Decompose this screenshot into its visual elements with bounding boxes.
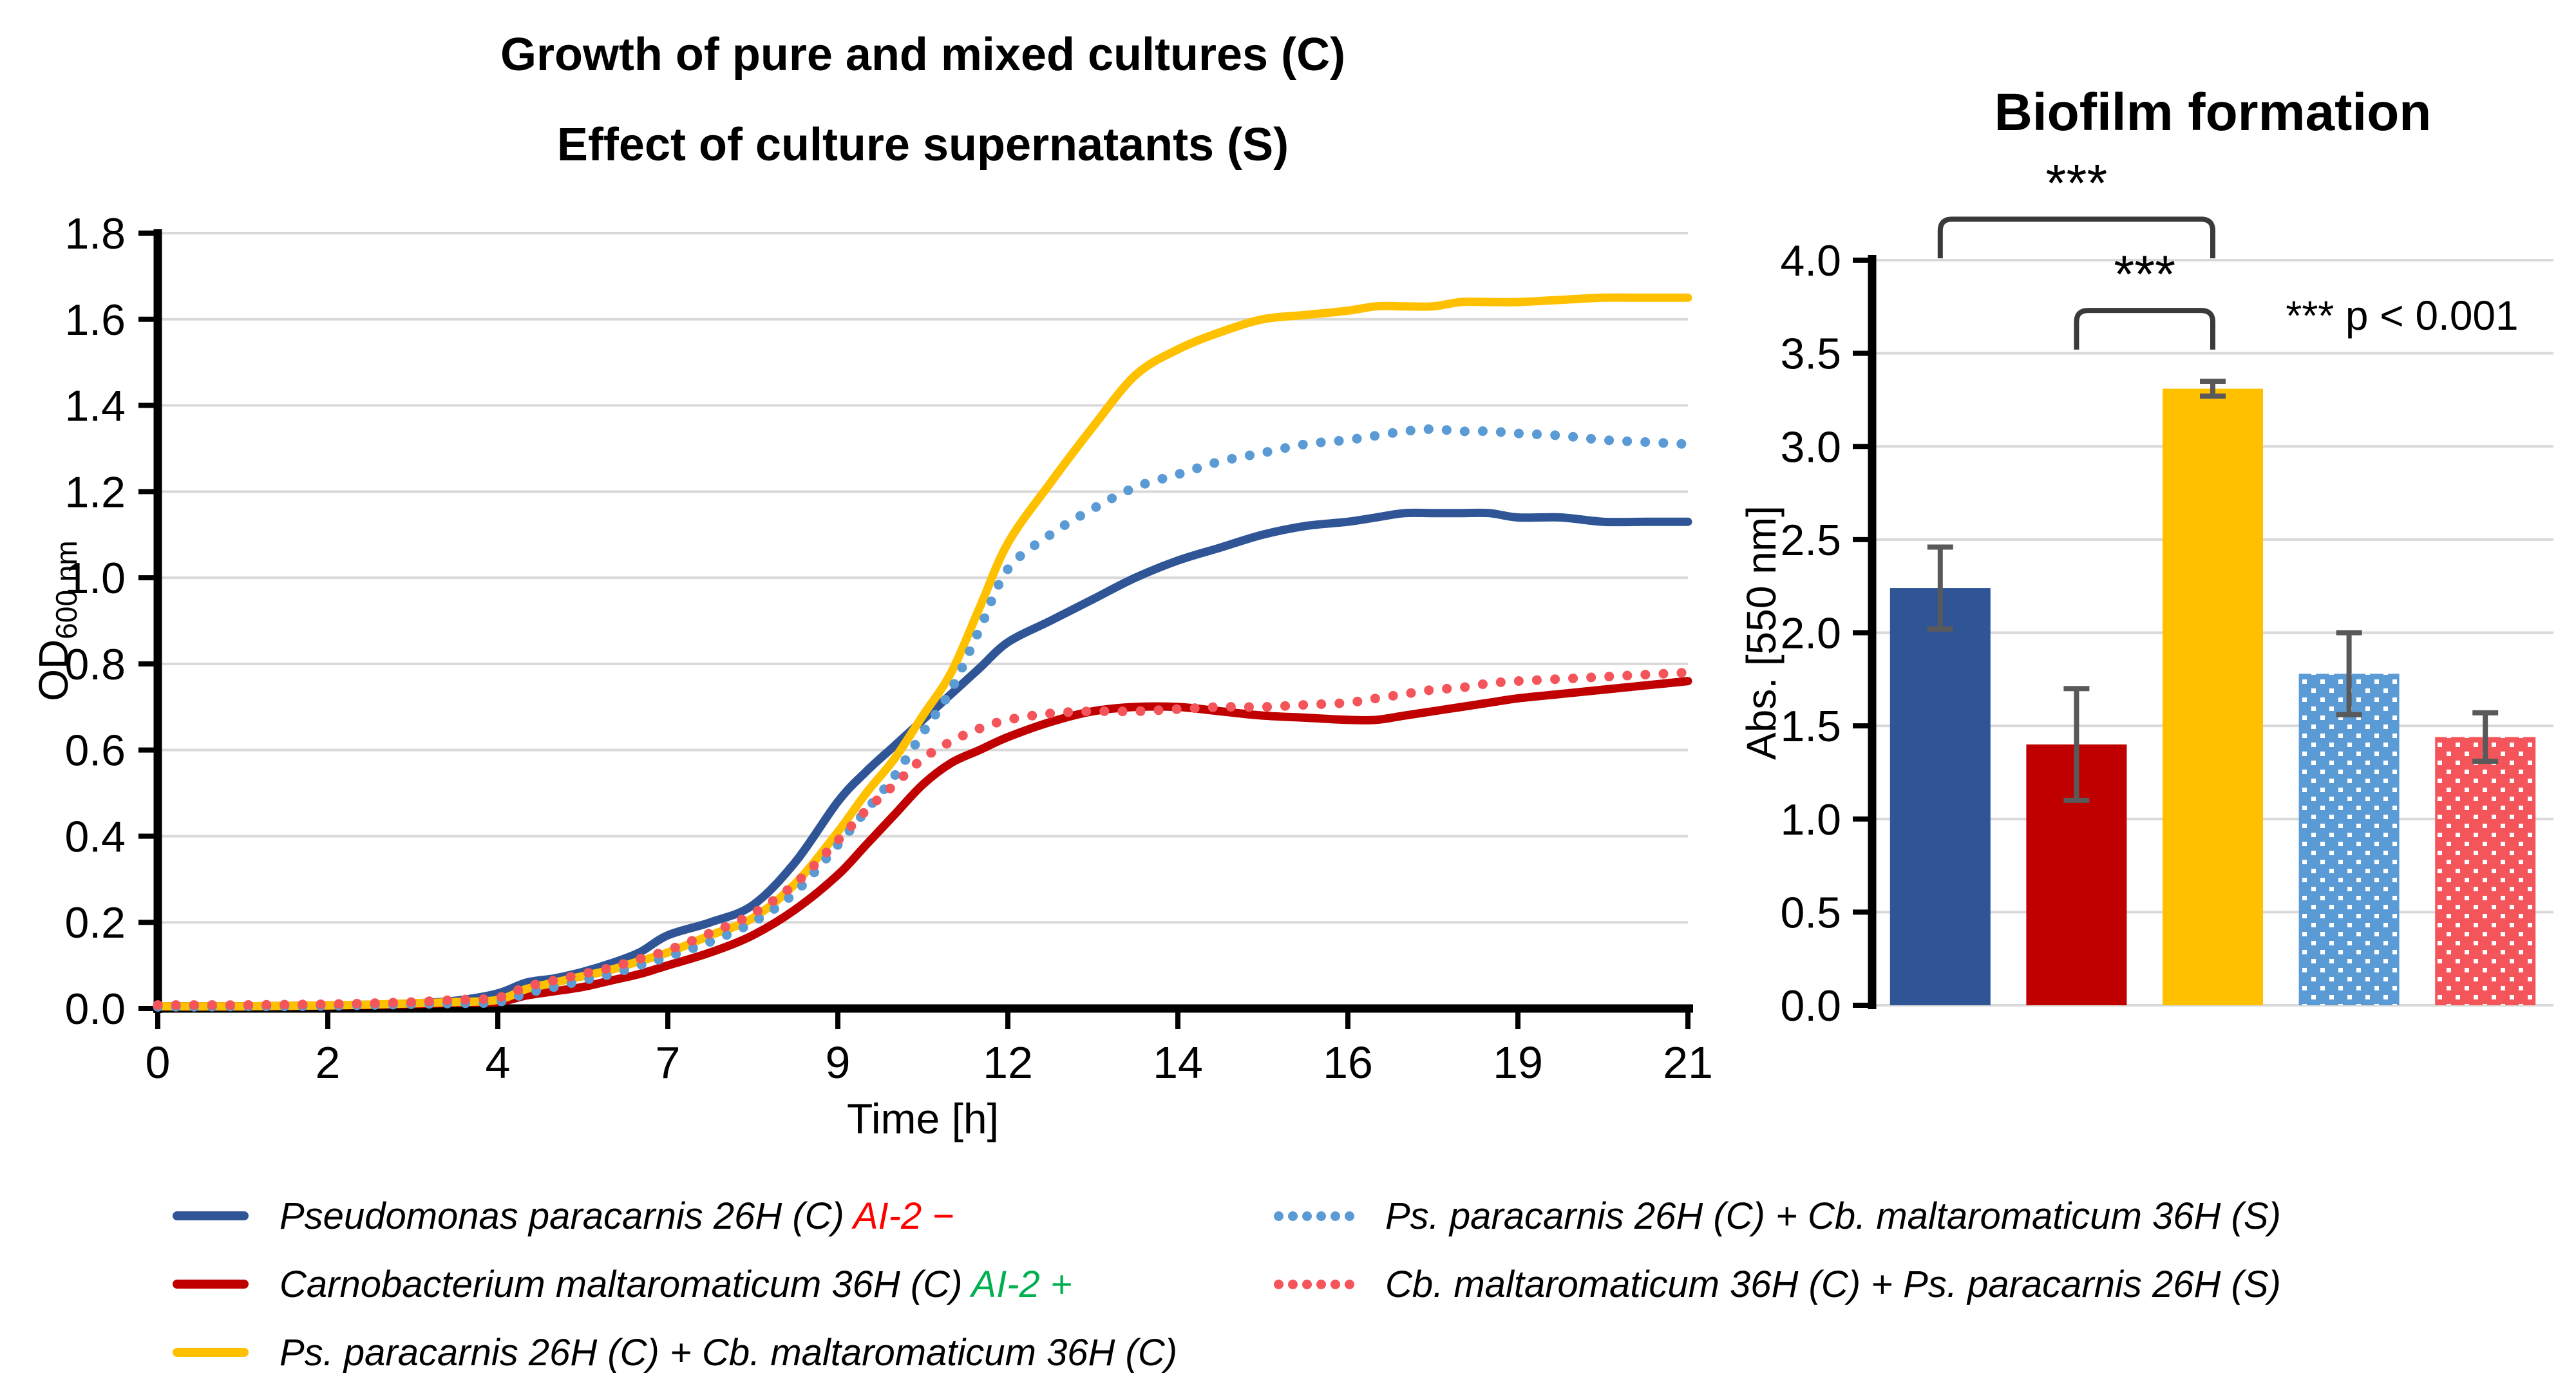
legend-swatch-dotted-line — [1274, 1279, 1354, 1289]
legend-text-segment: Ps. paracarnis — [1385, 1195, 1624, 1237]
legend-swatch-dot — [1331, 1279, 1340, 1289]
biofilm-chart: 0.0 0.5 1.0 1.5 2.0 2.5 3.0 3.5 4.0 Abs. [550 nm]… — [1738, 154, 2553, 1030]
legend-item-1: Carnobacterium maltaromaticum 36H (C) AI… — [173, 1257, 1072, 1311]
legend-item-0: Pseudomonas paracarnis 26H (C) AI-2 − — [173, 1189, 954, 1243]
legend-text-segment: 26H (C) — [703, 1195, 853, 1237]
y-tick-label: 1.4 — [64, 382, 126, 431]
growth-chart-title: Growth of pure and mixed cultures (C) — [500, 29, 1346, 80]
sig-label-0: *** — [2046, 154, 2108, 213]
legend-text-segment: Cb. maltaromaticum — [701, 1331, 1036, 1374]
series-line-2 — [153, 293, 1692, 1011]
legend-swatch-dot — [1316, 1279, 1326, 1289]
legend-item-2: Ps. paracarnis 26H (C) + Cb. maltaromati… — [173, 1325, 1177, 1379]
legend-swatch-dotted-line — [1274, 1211, 1354, 1221]
y-tick-label: 3.5 — [1780, 330, 1841, 379]
y-tick-label: 1.0 — [64, 554, 126, 603]
y-tick-label: 1.8 — [64, 209, 126, 258]
legend-swatch-dot — [1345, 1211, 1354, 1221]
y-tick-label: 0.0 — [64, 985, 126, 1034]
legend-swatch-dot — [1345, 1279, 1354, 1289]
legend-text-segment: Cb. maltaromaticum — [1807, 1195, 2142, 1237]
legend-swatch-dot — [1288, 1279, 1298, 1289]
x-tick-label: 4 — [486, 1037, 511, 1088]
y-tick-label: 0.4 — [64, 812, 126, 861]
bar-0 — [1889, 588, 1991, 1005]
growth-chart-subtitle: Effect of culture supernatants (S) — [556, 119, 1289, 171]
y-tick-label: 3.0 — [1780, 422, 1841, 471]
x-tick-label: 12 — [983, 1037, 1033, 1088]
y-tick-label: 1.5 — [1780, 702, 1841, 751]
legend-ai2-tag: AI-2 + — [971, 1263, 1072, 1305]
series-line-3 — [153, 424, 1693, 1012]
bar-4 — [2435, 737, 2536, 1005]
legend-swatch-dot — [1288, 1211, 1298, 1221]
x-tick-label: 2 — [316, 1037, 341, 1088]
y-tick-label: 1.0 — [1780, 795, 1841, 844]
legend-text-segment: Pseudomonas paracarnis — [279, 1195, 703, 1237]
x-axis-title: Time [h] — [847, 1095, 999, 1142]
y-axis-title: OD600 nm — [30, 540, 83, 701]
legend-text-segment: 36H (C) — [821, 1263, 972, 1305]
x-tick-label: 7 — [656, 1037, 681, 1088]
legend-item-4: Cb. maltaromaticum 36H (C) + Ps. paracar… — [1274, 1257, 2281, 1311]
legend-swatch-dot — [1274, 1211, 1283, 1221]
legend-text-segment: 36H (S) — [2141, 1195, 2281, 1237]
legend-swatch-solid-line — [173, 1280, 249, 1289]
legend-text-segment: Ps. paracarnis — [1903, 1263, 2142, 1305]
legend-swatch-solid-line — [173, 1348, 249, 1357]
legend-ai2-tag: AI-2 − — [853, 1195, 954, 1237]
x-tick-label: 16 — [1323, 1037, 1373, 1088]
x-tick-label: 21 — [1663, 1037, 1713, 1088]
legend-item-3: Ps. paracarnis 26H (C) + Cb. maltaromati… — [1274, 1189, 2281, 1243]
y-tick-label: 0.2 — [64, 898, 126, 947]
legend-text-segment: 26H (S) — [2141, 1263, 2281, 1305]
legend-swatch-dot — [1331, 1211, 1340, 1221]
y-tick-label: 0.8 — [64, 640, 126, 689]
bar-3 — [2298, 674, 2400, 1005]
legend-text-segment: Cb. maltaromaticum — [1385, 1263, 1719, 1305]
legend-text-segment: 36H (C) — [1036, 1331, 1178, 1374]
legend-label: Cb. maltaromaticum 36H (C) + Ps. paracar… — [1385, 1263, 2281, 1306]
legend-text-segment: 26H (C) + — [1624, 1195, 1808, 1237]
legend-label: Carnobacterium maltaromaticum 36H (C) AI… — [279, 1263, 1072, 1306]
sig-bracket-1 — [2074, 308, 2215, 350]
legend-swatch-dot — [1316, 1211, 1326, 1221]
p-value-note: *** p < 0.001 — [2286, 292, 2518, 339]
legend-swatch-solid-line — [173, 1211, 249, 1220]
x-tick-label: 0 — [146, 1037, 171, 1088]
legend-swatch-dot — [1302, 1279, 1312, 1289]
x-tick-label: 9 — [826, 1037, 851, 1088]
y-tick-label: 4.0 — [1780, 236, 1841, 285]
legend-text-segment: 36H (C) + — [1719, 1263, 1904, 1305]
biofilm-chart-title: Biofilm formation — [1994, 83, 2432, 142]
legend-swatch-dot — [1302, 1211, 1312, 1221]
y-tick-label: 1.6 — [64, 296, 126, 345]
y-tick-label: 0.0 — [1780, 981, 1841, 1030]
sig-bracket-0 — [1937, 216, 2215, 259]
y-tick-label: 1.2 — [64, 468, 126, 516]
y-axis-title: Abs. [550 nm] — [1738, 506, 1785, 760]
y-tick-label: 2.0 — [1780, 609, 1841, 658]
bar-2 — [2163, 388, 2263, 1005]
growth-chart: 0.0 0.2 0.4 0.6 0.8 1.0 1.2 1.4 1.6 1.8 0 2 4 7 9 12 14 1… — [30, 209, 1713, 1142]
x-tick-label: 19 — [1493, 1037, 1543, 1088]
sig-label-1: *** — [2114, 245, 2175, 304]
legend-text-segment: Ps. paracarnis — [279, 1331, 518, 1374]
y-tick-label: 0.6 — [64, 726, 126, 775]
y-tick-label: 2.5 — [1780, 516, 1841, 565]
legend-text-segment: 26H (C) + — [518, 1331, 702, 1374]
x-tick-label: 14 — [1153, 1037, 1203, 1088]
legend-swatch-dot — [1274, 1279, 1283, 1289]
series-line-4 — [153, 667, 1693, 1010]
y-tick-label: 0.5 — [1780, 888, 1841, 937]
legend-label: Ps. paracarnis 26H (C) + Cb. maltaromati… — [279, 1331, 1177, 1374]
legend-label: Ps. paracarnis 26H (C) + Cb. maltaromati… — [1385, 1195, 2281, 1238]
legend-text-segment: Carnobacterium maltaromaticum — [279, 1263, 822, 1305]
legend-label: Pseudomonas paracarnis 26H (C) AI-2 − — [279, 1195, 954, 1238]
